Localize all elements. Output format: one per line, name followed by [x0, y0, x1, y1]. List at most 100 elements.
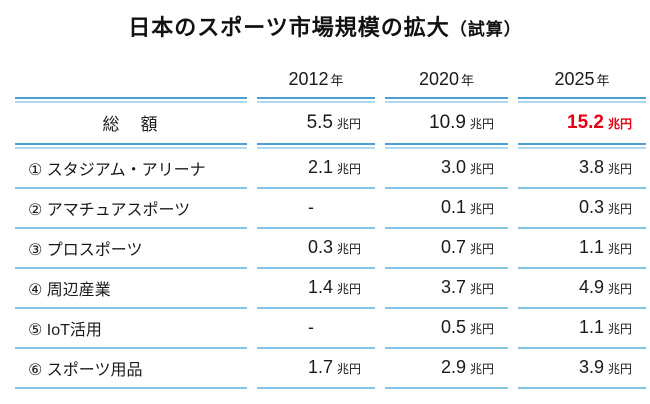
value-number: 2.1: [307, 157, 333, 178]
row-stadium-arena-value-2012: 2.1 兆円: [257, 149, 375, 187]
row-separator: [257, 226, 375, 229]
row-separator: [385, 266, 508, 269]
total-value-2012: 5.5 兆円: [257, 103, 375, 143]
value-pair: 1.1 兆円: [518, 237, 636, 258]
row-separator: [15, 186, 247, 189]
year-suffix: 年: [461, 72, 475, 88]
row-separator: [15, 306, 247, 309]
value-pair: 3.9 兆円: [518, 357, 636, 378]
row-separator: [15, 266, 247, 269]
row-separator: [257, 186, 375, 189]
double-rule: [385, 142, 508, 149]
value-pair: -: [257, 197, 365, 218]
column-header-2012: 2012 年: [257, 55, 375, 97]
value-unit: 兆円: [470, 242, 495, 257]
value-number: 1.7: [307, 357, 333, 378]
year-pair: 2012 年: [288, 69, 343, 90]
value-pair: 10.9 兆円: [385, 112, 498, 134]
value-unit: 兆円: [470, 162, 495, 177]
value-pair: 15.2 兆円: [518, 112, 636, 134]
value-number: 10.9: [429, 111, 466, 133]
column-header-2020: 2020 年: [385, 55, 508, 97]
value-unit: 兆円: [470, 116, 495, 131]
row-separator: [15, 226, 247, 229]
row-amateur-sports-value-2025: 0.3 兆円: [518, 189, 646, 227]
row-separator: [15, 346, 247, 349]
value-pair: 1.4 兆円: [257, 277, 365, 298]
value-number: 0.5: [440, 317, 466, 338]
row-separator: [257, 346, 375, 349]
row-iot-value-2012: -: [257, 309, 375, 347]
year-suffix: 年: [330, 72, 344, 88]
page-title: 日本のスポーツ市場規模の拡大（試算）: [0, 0, 650, 43]
value-unit: 兆円: [608, 242, 633, 257]
row-pro-sports-label: ③ プロスポーツ: [28, 241, 143, 259]
value-number: 0.3: [307, 237, 333, 258]
value-number: 1.1: [578, 237, 604, 258]
value-unit: 兆円: [608, 162, 633, 177]
row-sporting-goods-label: ⑥ スポーツ用品: [28, 361, 143, 379]
value-unit: 兆円: [337, 282, 362, 297]
row-separator: [518, 266, 646, 269]
value-unit: 兆円: [337, 362, 362, 377]
row-sporting-goods-value-2020: 2.9 兆円: [385, 349, 508, 387]
row-stadium-arena-value-2025: 3.8 兆円: [518, 149, 646, 187]
title-sub: （試算）: [449, 20, 522, 39]
row-separator: [257, 266, 375, 269]
value-number: -: [308, 317, 314, 338]
row-separator: [518, 306, 646, 309]
value-unit: 兆円: [337, 162, 362, 177]
value-number: 2.9: [440, 357, 466, 378]
year-pair: 2025 年: [554, 69, 609, 90]
total-value-2020: 10.9 兆円: [385, 103, 508, 143]
row-iot-value-2025: 1.1 兆円: [518, 309, 646, 347]
value-unit: 兆円: [470, 202, 495, 217]
double-rule: [257, 96, 375, 103]
row-iot-label: ⑤ IoT活用: [28, 321, 102, 339]
total-value-2025-highlighted: 15.2 兆円: [518, 103, 646, 143]
value-unit: 兆円: [608, 116, 633, 131]
value-number: 0.3: [578, 197, 604, 218]
year-suffix: 年: [596, 72, 610, 88]
value-number: 3.9: [578, 357, 604, 378]
row-peripheral-industry-value-2025: 4.9 兆円: [518, 269, 646, 307]
value-unit: 兆円: [470, 282, 495, 297]
value-number: 0.7: [440, 237, 466, 258]
value-number: 5.5: [306, 111, 333, 133]
row-separator: [385, 386, 508, 389]
row-separator: [518, 346, 646, 349]
value-unit: 兆円: [470, 362, 495, 377]
header-empty-cell: [15, 55, 247, 97]
double-rule: [15, 142, 247, 149]
row-peripheral-industry-value-2012: 1.4 兆円: [257, 269, 375, 307]
row-stadium-arena-label: ① スタジアム・アリーナ: [28, 161, 206, 179]
row-separator: [385, 226, 508, 229]
row-peripheral-industry-value-2020: 3.7 兆円: [385, 269, 508, 307]
value-number: 1.1: [578, 317, 604, 338]
row-separator: [518, 186, 646, 189]
year-label: 2025: [554, 68, 595, 89]
value-pair: 1.7 兆円: [257, 357, 365, 378]
value-pair: 4.9 兆円: [518, 277, 636, 298]
double-rule: [385, 96, 508, 103]
value-pair: 0.3 兆円: [518, 197, 636, 218]
value-number: 4.9: [578, 277, 604, 298]
value-number: 3.0: [440, 157, 466, 178]
title-main: 日本のスポーツ市場規模の拡大: [128, 15, 450, 40]
value-pair: 0.7 兆円: [385, 237, 498, 258]
row-separator: [257, 306, 375, 309]
value-unit: 兆円: [337, 116, 362, 131]
value-number: 0.1: [440, 197, 466, 218]
value-unit: 兆円: [608, 362, 633, 377]
value-pair: 0.1 兆円: [385, 197, 498, 218]
row-pro-sports-value-2012: 0.3 兆円: [257, 229, 375, 267]
value-unit: 兆円: [470, 322, 495, 337]
value-pair: 0.3 兆円: [257, 237, 365, 258]
value-pair: 3.0 兆円: [385, 157, 498, 178]
row-pro-sports-value-2025: 1.1 兆円: [518, 229, 646, 267]
row-separator: [385, 306, 508, 309]
year-pair: 2020 年: [419, 69, 474, 90]
value-pair: 0.5 兆円: [385, 317, 498, 338]
row-amateur-sports-label: ② アマチュアスポーツ: [28, 201, 191, 219]
